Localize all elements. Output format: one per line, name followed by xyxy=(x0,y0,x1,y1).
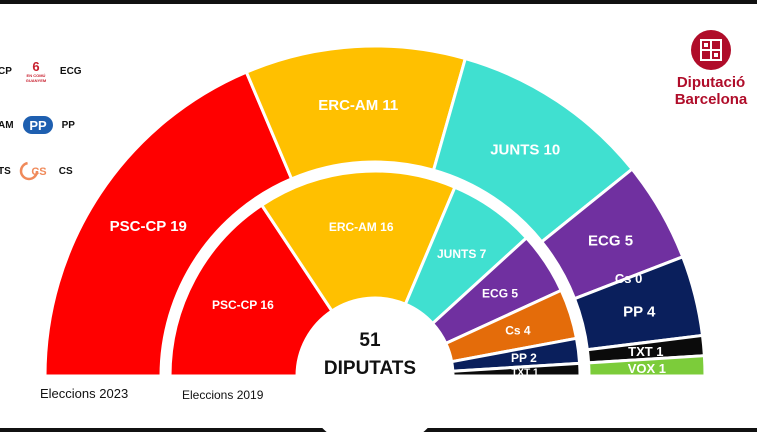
seat-slice-2019-erc-am xyxy=(259,169,457,314)
svg-text:PP: PP xyxy=(29,118,47,133)
cs-logo-icon: CS xyxy=(19,160,51,182)
pp-logo-icon: PP xyxy=(22,114,54,136)
legend-left-label: TS xyxy=(0,165,11,177)
inner-ring-label: Eleccions 2019 xyxy=(182,388,264,402)
center-hole xyxy=(301,302,449,432)
diputacio-brand: Diputació Barcelona xyxy=(665,30,757,108)
center-unit-label: DIPUTATS xyxy=(324,358,416,379)
svg-text:EN COMÚ: EN COMÚ xyxy=(26,73,45,78)
seat-label-2019-erc-am: ERC-AM 16 xyxy=(329,220,394,234)
brand-line-2: Barcelona xyxy=(674,91,748,108)
inner-ring-2019 xyxy=(168,169,582,378)
seat-slice-2023-vox xyxy=(587,354,707,378)
legend-right-label: CS xyxy=(58,165,73,177)
svg-text:GUANYEM: GUANYEM xyxy=(26,78,47,83)
outer-ring-2023 xyxy=(43,44,707,378)
outer-ring-label: Eleccions 2023 xyxy=(40,386,129,401)
seat-label-2019-ecg: ECG 5 xyxy=(482,286,518,300)
legend-left-label: CP xyxy=(0,65,12,77)
seat-label-2023-ecg: ECG 5 xyxy=(588,232,633,249)
seat-label-2019-junts: JUNTS 7 xyxy=(437,247,487,261)
seat-label-2023-psc-cp: PSC-CP 19 xyxy=(110,218,187,235)
svg-text:CS: CS xyxy=(31,166,46,178)
legend-right-label: ECG xyxy=(59,65,82,77)
svg-text:6: 6 xyxy=(32,59,39,74)
seat-label-2023-vox: VOX 1 xyxy=(628,361,666,376)
legend-row-cs: TS CS CS xyxy=(0,160,73,182)
seat-label-2019-cs: Cs 4 xyxy=(505,324,531,338)
seat-label-2019-txt: TXT 1 xyxy=(511,368,539,379)
seat-slice-2019-psc-cp xyxy=(168,203,334,378)
diputacio-seal-icon xyxy=(691,30,731,70)
brand-line-1: Diputació xyxy=(676,74,746,91)
seat-label-2023-pp: PP 4 xyxy=(623,304,656,321)
legend-right-label: PP xyxy=(61,119,75,131)
seat-slice-2019-txt xyxy=(451,361,582,378)
legend-row-pp: AM PP PP xyxy=(0,114,75,136)
seat-labels: PSC-CP 19 ERC-AM 11 JUNTS 10 ECG 5 Cs 0 PP 4 T… xyxy=(110,97,666,379)
center-total: 51 xyxy=(359,330,381,351)
seat-label-2023-junts: JUNTS 10 xyxy=(490,142,560,159)
seat-label-2019-psc-cp: PSC-CP 16 xyxy=(212,298,274,312)
legend-row-ecg: CP 6 EN COMÚ GUANYEM ECG xyxy=(0,59,82,83)
legend-left-label: AM xyxy=(0,119,14,131)
seat-label-2023-txt: TXT 1 xyxy=(628,344,663,359)
seat-label-2019-pp: PP 2 xyxy=(511,351,537,365)
seat-label-2023-erc-am: ERC-AM 11 xyxy=(318,97,398,114)
ecg-logo-icon: 6 EN COMÚ GUANYEM xyxy=(20,59,52,83)
seat-slice-2023-psc-cp xyxy=(43,70,294,378)
seat-label-2023-cs: Cs 0 xyxy=(615,271,642,286)
